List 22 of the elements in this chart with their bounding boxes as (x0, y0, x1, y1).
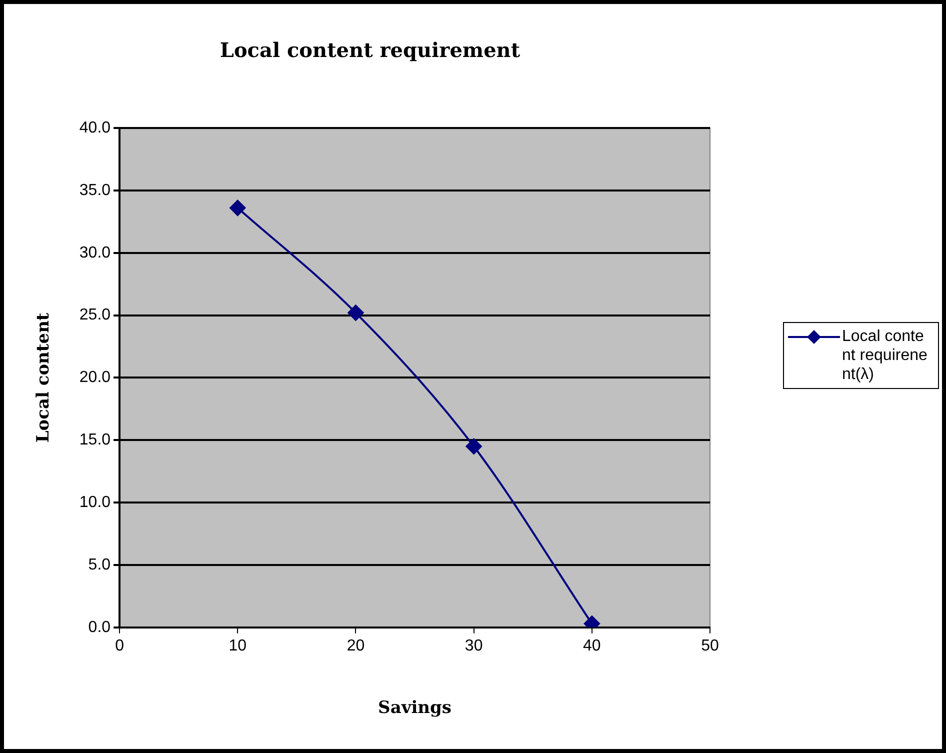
x-tick-label: 50 (701, 637, 719, 654)
point (230, 200, 246, 216)
x-tick-label: 10 (228, 637, 247, 654)
y-tick-label: 20.0 (79, 369, 111, 386)
y-tick-label: 5.0 (88, 556, 111, 574)
y-tick-label: 10.0 (79, 494, 111, 511)
y-tick-label: 15.0 (79, 432, 111, 449)
x-tick-label: 20 (346, 637, 365, 654)
y-tick-label: 35.0 (79, 182, 111, 199)
y-tick-label: 40.0 (79, 119, 111, 136)
y-tick-label: 0.0 (88, 618, 111, 636)
legend-label: Local content requirenent(λ) (842, 327, 928, 384)
x-tick-label: 40 (583, 637, 601, 654)
y-tick-label: 25.0 (79, 306, 111, 324)
y-tick-label: 30.0 (79, 244, 111, 262)
chart-title: Local content requirement (220, 38, 521, 62)
x-axis-title: Savings (378, 698, 452, 718)
y-axis-title: Local content (34, 312, 54, 443)
point (466, 438, 482, 454)
x-tick-label: 0 (115, 637, 124, 654)
x-tick-label: 30 (464, 637, 483, 654)
point (348, 304, 364, 321)
